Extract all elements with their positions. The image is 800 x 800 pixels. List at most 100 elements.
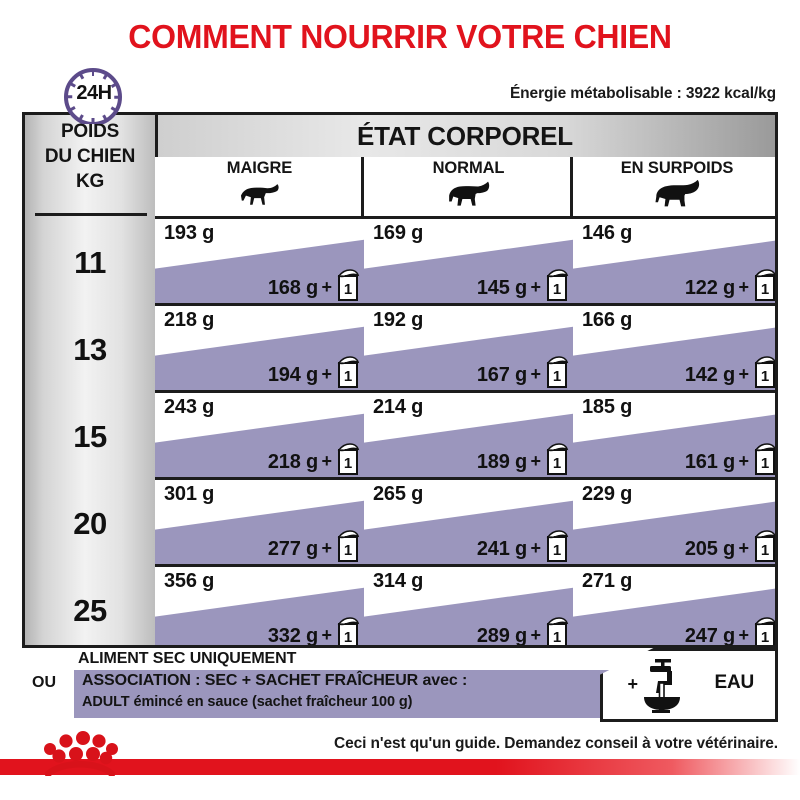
water-plus-sign: + bbox=[627, 674, 638, 694]
svg-text:1: 1 bbox=[553, 455, 561, 472]
plus-sign: + bbox=[530, 625, 541, 645]
dry-amount: 214 g bbox=[373, 396, 424, 418]
svg-text:1: 1 bbox=[761, 629, 769, 646]
clock-tick bbox=[77, 72, 84, 80]
svg-text:1: 1 bbox=[761, 368, 769, 385]
plus-sign: + bbox=[530, 451, 541, 471]
feeding-cell: 218 g 194 g +1 bbox=[155, 306, 364, 393]
plus-sign: + bbox=[530, 364, 541, 384]
mix-amount: 218 g bbox=[267, 451, 318, 473]
sachet-icon: 1 bbox=[336, 269, 360, 302]
mix-amount: 161 g bbox=[684, 451, 735, 473]
feeding-cell: 265 g 241 g +1 bbox=[364, 480, 573, 567]
feeding-cell: 271 g 247 g +1 bbox=[573, 567, 775, 647]
association-line-2: ADULT émincé en sauce (sachet fraîcheur … bbox=[82, 694, 413, 710]
plus-sign: + bbox=[738, 538, 749, 558]
dry-amount: 193 g bbox=[164, 222, 215, 244]
clock-tick bbox=[91, 118, 95, 124]
feeding-cell: 243 g 218 g +1 bbox=[155, 393, 364, 480]
sachet-icon: 1 bbox=[753, 269, 775, 302]
feeding-cell: 229 g 205 g +1 bbox=[573, 480, 775, 567]
water-label: EAU bbox=[714, 672, 754, 693]
mix-amount: 145 g bbox=[476, 277, 527, 299]
dry-amount: 185 g bbox=[582, 396, 633, 418]
sachet-icon: 1 bbox=[545, 443, 569, 476]
plus-sign: + bbox=[321, 538, 332, 558]
weight-value: 13 bbox=[73, 332, 107, 367]
clock-tick bbox=[102, 114, 109, 122]
feeding-cell: 185 g 161 g +1 bbox=[573, 393, 775, 480]
legend: ALIMENT SEC UNIQUEMENT OU ASSOCIATION : … bbox=[22, 648, 778, 724]
dry-amount: 301 g bbox=[164, 483, 215, 505]
plus-sign: + bbox=[321, 625, 332, 645]
subheader-rule bbox=[155, 216, 775, 219]
royal-canin-crown-logo bbox=[40, 728, 118, 778]
plus-sign: + bbox=[321, 364, 332, 384]
sachet-icon: 1 bbox=[336, 617, 360, 646]
plus-sign: + bbox=[738, 625, 749, 645]
feeding-cell: 146 g 122 g +1 bbox=[573, 219, 775, 306]
mix-amount: 194 g bbox=[267, 364, 318, 386]
clock-tick bbox=[77, 114, 84, 122]
mix-amount: 122 g bbox=[684, 277, 735, 299]
dry-amount: 166 g bbox=[582, 309, 633, 331]
plus-sign: + bbox=[738, 451, 749, 471]
mix-amount: 277 g bbox=[267, 538, 318, 560]
dry-amount: 192 g bbox=[373, 309, 424, 331]
svg-text:1: 1 bbox=[553, 281, 561, 298]
dry-amount: 265 g bbox=[373, 483, 424, 505]
page-title: COMMENT NOURRIR VOTRE CHIEN bbox=[128, 18, 672, 55]
clock-tick bbox=[110, 106, 118, 113]
mix-amount: 247 g bbox=[684, 625, 735, 647]
weight-value: 25 bbox=[73, 593, 107, 628]
svg-text:1: 1 bbox=[553, 368, 561, 385]
thin-dog-icon bbox=[155, 179, 364, 214]
svg-text:1: 1 bbox=[761, 455, 769, 472]
sachet-icon: 1 bbox=[336, 530, 360, 563]
dry-amount: 218 g bbox=[164, 309, 215, 331]
plus-sign: + bbox=[321, 451, 332, 471]
condition-label: MAIGRE bbox=[226, 159, 293, 177]
water-box bbox=[600, 648, 778, 722]
feeding-cell: 169 g 145 g +1 bbox=[364, 219, 573, 306]
sachet-icon: 1 bbox=[753, 443, 775, 476]
sachet-icon: 1 bbox=[753, 617, 775, 646]
weight-column bbox=[25, 115, 155, 645]
dry-amount: 314 g bbox=[373, 570, 424, 592]
24h-badge: 24H bbox=[57, 68, 131, 124]
svg-text:1: 1 bbox=[344, 281, 352, 298]
clock-tick bbox=[102, 72, 109, 80]
row-separator bbox=[155, 303, 775, 306]
weight-header-line-1: POIDS bbox=[60, 121, 120, 142]
sachet-icon: 1 bbox=[336, 356, 360, 389]
weight-column-header: POIDS DU CHIEN KG bbox=[25, 119, 155, 194]
feeding-cell: 301 g 277 g +1 bbox=[155, 480, 364, 567]
or-label: OU bbox=[32, 674, 56, 691]
plus-sign: + bbox=[321, 277, 332, 297]
weight-value: 15 bbox=[73, 419, 107, 454]
svg-text:1: 1 bbox=[761, 281, 769, 298]
feeding-cell: 356 g 332 g +1 bbox=[155, 567, 364, 646]
sachet-icon: 1 bbox=[545, 356, 569, 389]
svg-text:1: 1 bbox=[553, 629, 561, 646]
dry-food-only-label: ALIMENT SEC UNIQUEMENT bbox=[78, 650, 297, 667]
body-condition-header: ÉTAT CORPOREL bbox=[357, 121, 573, 151]
svg-text:1: 1 bbox=[344, 368, 352, 385]
feeding-cell: 192 g 167 g +1 bbox=[364, 306, 573, 393]
association-line-1: ASSOCIATION : SEC + SACHET FRAÎCHEUR ave… bbox=[82, 672, 468, 689]
clock-tick bbox=[68, 106, 76, 113]
normal-dog-icon bbox=[364, 179, 573, 214]
svg-text:1: 1 bbox=[344, 629, 352, 646]
clock-ticks bbox=[64, 68, 122, 124]
sachet-icon: 1 bbox=[753, 356, 775, 389]
svg-text:1: 1 bbox=[761, 542, 769, 559]
clock-tick bbox=[91, 69, 95, 76]
weight-header-line-3: KG bbox=[75, 171, 105, 192]
mix-amount: 205 g bbox=[684, 538, 735, 560]
sachet-icon: 1 bbox=[545, 530, 569, 563]
dry-amount: 146 g bbox=[582, 222, 633, 244]
sachet-icon: 1 bbox=[545, 269, 569, 302]
badge-label: 24H bbox=[76, 82, 112, 104]
sachet-icon: 1 bbox=[753, 530, 775, 563]
plus-sign: + bbox=[738, 364, 749, 384]
